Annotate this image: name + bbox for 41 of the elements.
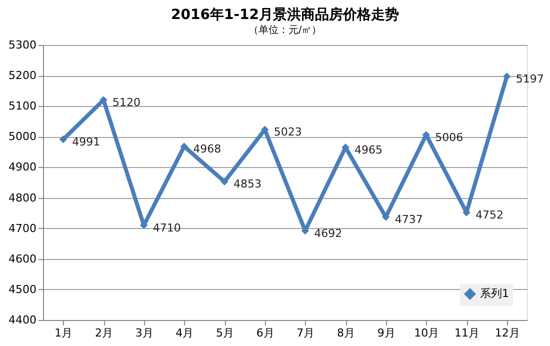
y-tick-label: 4900 <box>8 160 36 174</box>
x-tick-label: 11月 <box>454 326 480 340</box>
point <box>180 142 188 150</box>
point <box>502 72 511 80</box>
data-label: 4968 <box>193 142 222 156</box>
x-tick-label: 12月 <box>494 326 520 340</box>
x-tick-label: 9月 <box>377 326 396 340</box>
data-label: 4737 <box>394 213 423 226</box>
y-tick-label: 5200 <box>8 69 36 82</box>
y-tick-label: 4700 <box>8 222 36 235</box>
x-tick-label: 6月 <box>256 326 274 340</box>
data-label: 5197 <box>516 72 544 86</box>
y-tick-label: 5300 <box>8 38 36 52</box>
x-tick-label: 10月 <box>414 326 440 340</box>
y-tick-label: 5000 <box>8 130 36 144</box>
point <box>220 178 228 186</box>
x-tick-label: 1月 <box>54 326 73 340</box>
data-label: 4752 <box>476 208 504 222</box>
data-label: 5006 <box>435 130 464 144</box>
data-label: 4965 <box>354 143 382 156</box>
data-label: 4692 <box>314 226 342 240</box>
chart-title: 2016年1-12月景洪商品房价格走势 <box>171 6 399 23</box>
x-tick-label: 7月 <box>296 326 315 340</box>
chart-subtitle: （单位：元/㎡） <box>248 24 322 36</box>
x-tick-label: 8月 <box>337 326 355 340</box>
y-tick-label: 4400 <box>8 314 36 326</box>
data-label: 4853 <box>234 178 262 191</box>
data-label: 4991 <box>72 135 100 148</box>
x-tick-label: 5月 <box>216 326 234 340</box>
legend-label: 系列1 <box>480 287 509 300</box>
y-tick-label: 4800 <box>8 191 36 204</box>
y-tick-label: 4500 <box>8 282 36 296</box>
data-label: 5120 <box>112 96 140 109</box>
y-tick-label: 5100 <box>8 100 36 113</box>
y-tick-label: 4600 <box>8 252 36 266</box>
data-label: 5023 <box>274 126 302 139</box>
x-tick-label: 2月 <box>95 326 113 340</box>
point <box>59 136 68 144</box>
x-tick-label: 4月 <box>176 326 194 340</box>
x-tick-label: 3月 <box>135 326 154 340</box>
data-label: 4710 <box>152 221 181 234</box>
